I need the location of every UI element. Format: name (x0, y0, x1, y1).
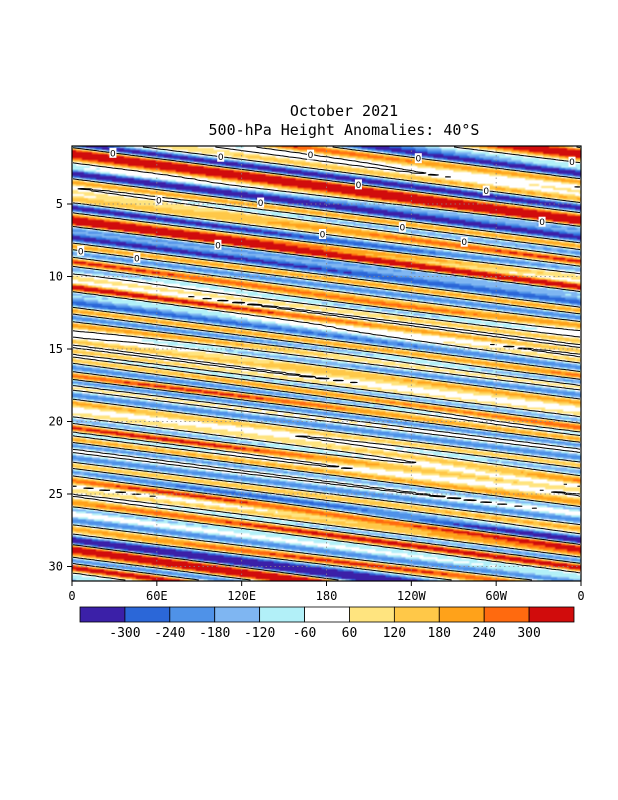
contour-label: 0 (110, 149, 116, 159)
y-tick-label: 15 (49, 342, 63, 356)
contour-label-bg (460, 236, 468, 247)
contour-label: 0 (415, 155, 421, 165)
y-tick-label: 10 (49, 270, 63, 284)
contour-label-bg (257, 197, 265, 208)
x-tick-label: 60W (485, 589, 507, 603)
contour-label: 0 (356, 181, 362, 191)
colorbar-label: 60 (342, 626, 358, 641)
contour-label-bg (217, 151, 225, 162)
colorbar-swatch (304, 606, 350, 623)
x-tick-label: 60E (146, 589, 168, 603)
colorbar-swatch (124, 606, 171, 623)
colorbar-swatch (438, 606, 485, 623)
chart-subtitle: 500-hPa Height Anomalies: 40°S (209, 121, 480, 139)
x-tick-label: 0 (68, 589, 75, 603)
colorbar-swatch (169, 606, 216, 623)
contour-label: 0 (399, 224, 405, 234)
contour-label-bg (155, 195, 163, 206)
x-tick-label: 120W (397, 589, 427, 603)
colorbar-swatch (349, 606, 395, 623)
contour-label-bg (568, 156, 576, 167)
chart-title: October 2021 (290, 102, 398, 120)
y-tick-label: 30 (49, 560, 63, 574)
y-tick-label: 5 (56, 197, 63, 211)
x-tick-label: 0 (577, 589, 584, 603)
contour-label: 0 (461, 238, 467, 248)
contour-label-bg (77, 245, 85, 256)
zero-contour (72, 146, 581, 581)
colorbar-label: -240 (154, 626, 185, 641)
colorbar-label: 180 (428, 626, 451, 641)
contour-label: 0 (539, 218, 545, 228)
zero-contour-lines (72, 146, 581, 581)
x-tick-label: 120E (227, 589, 256, 603)
colorbar-swatch (79, 606, 126, 623)
contour-label-bg (354, 179, 362, 190)
contour-label: 0 (308, 151, 314, 161)
contour-label-bg (538, 216, 546, 227)
contour-label: 0 (218, 153, 224, 163)
contour-labels: 0 0 0 0 0 0 0 0 0 0 0 0 0 0 0 0 (77, 147, 576, 264)
colorbar-swatch (528, 606, 575, 623)
colorbar-label: -60 (293, 626, 316, 641)
contour-label-bg (482, 185, 490, 196)
contour-label: 0 (569, 158, 575, 168)
colorbar-label: 300 (517, 626, 540, 641)
contour-label-bg (319, 229, 327, 240)
contour-label-bg (214, 239, 222, 250)
colorbar-label: 240 (472, 626, 495, 641)
colorbar-label: -180 (199, 626, 230, 641)
contour-label: 0 (78, 247, 84, 257)
contour-label: 0 (258, 199, 264, 209)
y-tick-label: 20 (49, 415, 63, 429)
contour-label: 0 (156, 197, 162, 207)
contour-label: 0 (483, 187, 489, 197)
colorbar-swatch (483, 606, 530, 623)
contour-label-bg (109, 147, 117, 158)
colorbar-label: -300 (109, 626, 140, 641)
y-axis: 5 10 15 20 25 30 (49, 197, 72, 574)
colorbar-label: -120 (244, 626, 275, 641)
colorbar-swatch (259, 606, 305, 623)
colorbar-label: 120 (383, 626, 406, 641)
contour-label-bg (307, 149, 315, 160)
contour-label: 0 (134, 254, 140, 264)
gridlines (72, 146, 581, 581)
colorbar-swatch (214, 606, 261, 623)
contour-label: 0 (320, 231, 326, 241)
contour-label: 0 (215, 241, 221, 251)
contour-label-bg (398, 222, 406, 233)
y-tick-label: 25 (49, 487, 63, 501)
plot-area: 0 0 0 0 0 0 0 0 0 0 0 0 0 0 0 0 (71, 145, 582, 582)
colorbar: -300 -240 -180 -120 -60 60 120 180 240 300 (79, 606, 575, 641)
colorbar-swatch (393, 606, 440, 623)
contour-label-bg (414, 153, 422, 164)
x-tick-label: 180 (316, 589, 338, 603)
contour-label-bg (133, 252, 141, 263)
x-axis: 0 60E 120E 180 120W 60W 0 (68, 581, 585, 603)
